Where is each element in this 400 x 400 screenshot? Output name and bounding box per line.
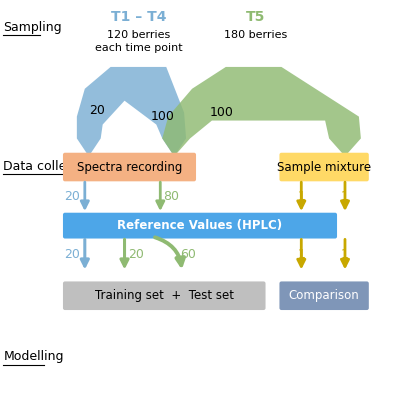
Text: T5: T5 — [246, 10, 265, 24]
Text: 100: 100 — [150, 110, 174, 123]
Polygon shape — [77, 67, 186, 156]
Text: Sampling: Sampling — [3, 21, 62, 34]
Text: 60: 60 — [180, 248, 196, 261]
Text: 120 berries
each time point: 120 berries each time point — [95, 30, 182, 53]
Text: Comparison: Comparison — [288, 289, 359, 302]
FancyBboxPatch shape — [280, 282, 369, 310]
Text: 20: 20 — [128, 248, 144, 261]
Polygon shape — [162, 67, 361, 156]
FancyBboxPatch shape — [63, 213, 337, 238]
Text: 180 berries: 180 berries — [224, 30, 287, 40]
Text: T1 – T4: T1 – T4 — [111, 10, 166, 24]
Text: 1: 1 — [297, 248, 305, 261]
Text: Training set  +  Test set: Training set + Test set — [95, 289, 234, 302]
FancyBboxPatch shape — [280, 153, 369, 181]
Text: 20: 20 — [64, 248, 80, 261]
Text: 20: 20 — [89, 104, 105, 117]
FancyBboxPatch shape — [63, 282, 266, 310]
Text: 20: 20 — [64, 190, 80, 203]
Text: Reference Values (HPLC): Reference Values (HPLC) — [118, 219, 282, 232]
Text: Data collection: Data collection — [3, 160, 98, 173]
Text: Modelling: Modelling — [3, 350, 64, 364]
Text: 80: 80 — [164, 190, 180, 203]
Text: 1: 1 — [341, 190, 349, 203]
FancyBboxPatch shape — [63, 153, 196, 181]
Text: 100: 100 — [210, 106, 234, 119]
Text: Spectra recording: Spectra recording — [77, 160, 182, 174]
Text: 1: 1 — [297, 190, 305, 203]
Text: 1: 1 — [341, 248, 349, 261]
Text: Sample mixture: Sample mixture — [277, 160, 371, 174]
